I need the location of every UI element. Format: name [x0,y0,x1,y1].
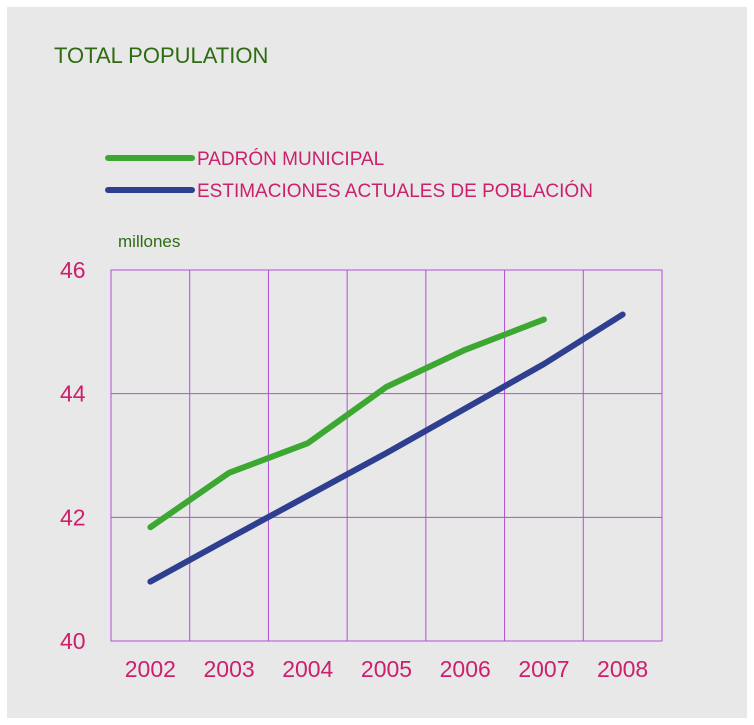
x-tick-label: 2006 [440,656,491,682]
x-tick-label: 2005 [361,656,412,682]
x-tick-label: 2002 [125,656,176,682]
series-line-0 [147,316,547,531]
y-tick-label: 42 [60,504,86,530]
chart-title: TOTAL POPULATION [54,43,268,68]
legend-label-padron: PADRÓN MUNICIPAL [197,148,384,170]
x-tick-label: 2008 [597,656,648,682]
legend: PADRÓN MUNICIPAL ESTIMACIONES ACTUALES D… [105,148,593,202]
population-line-chart: TOTAL POPULATION PADRÓN MUNICIPAL ESTIMA… [54,43,663,682]
legend-label-estimaciones: ESTIMACIONES ACTUALES DE POBLACIÓN [197,180,593,202]
y-tick-label: 40 [60,628,86,654]
x-axis-ticks: 2002 2003 2004 2005 2006 2007 2008 [125,656,648,682]
y-tick-label: 44 [60,381,86,407]
series-layer [147,311,626,585]
plot-frame [110,269,663,642]
x-tick-label: 2004 [282,656,333,682]
y-tick-label: 46 [60,257,86,283]
chart-panel: TOTAL POPULATION PADRÓN MUNICIPAL ESTIMA… [7,7,747,718]
y-axis-ticks: 40 42 44 46 [60,257,86,654]
y-axis-unit-label: millones [118,232,180,251]
series-line-1 [147,311,626,585]
x-tick-label: 2003 [203,656,254,682]
x-tick-label: 2007 [518,656,569,682]
